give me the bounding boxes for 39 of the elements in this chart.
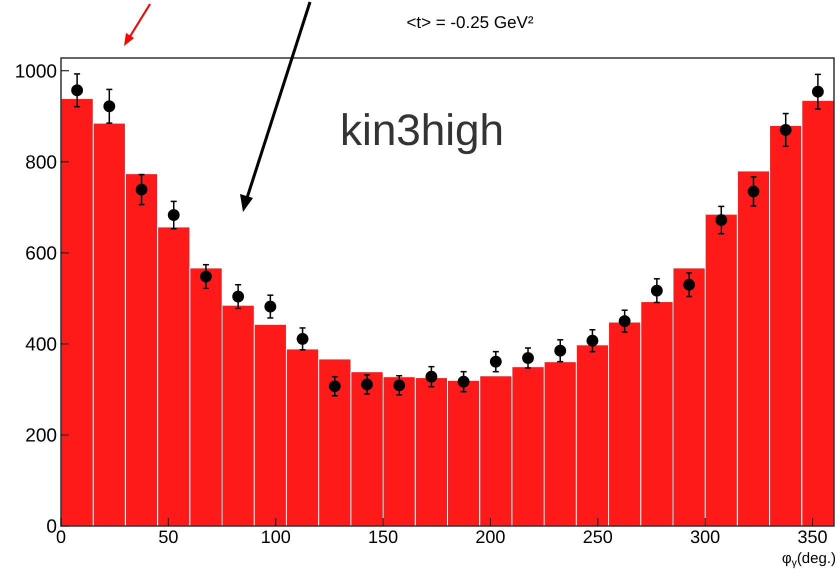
point: [328, 380, 341, 392]
point: [393, 379, 406, 392]
point: [715, 214, 728, 226]
y-tick-label: 1000: [14, 61, 57, 82]
point: [586, 334, 598, 347]
x-tick-label: 150: [368, 527, 398, 547]
point: [458, 376, 470, 388]
text: <t> = -0.25 GeV²: [406, 13, 534, 32]
point: [748, 185, 760, 198]
point: [361, 378, 373, 390]
point: [264, 300, 276, 312]
y-tick-label: 600: [25, 244, 57, 264]
point: [554, 344, 566, 357]
annotation: kin3high: [340, 106, 504, 155]
point: [232, 290, 244, 302]
x-tick-label: 350: [798, 527, 828, 547]
x-tick-label: 300: [690, 527, 720, 547]
point: [650, 284, 663, 297]
point: [780, 124, 792, 136]
point: [490, 356, 502, 368]
x-tick-label: 250: [582, 527, 613, 547]
x-tick-label: 200: [475, 527, 506, 547]
y-tick-label: 200: [25, 426, 57, 447]
point: [296, 332, 308, 345]
point: [71, 84, 84, 96]
point: [522, 352, 534, 364]
point: [812, 86, 824, 98]
x-tick-label: 100: [260, 527, 291, 547]
point: [136, 184, 148, 196]
point: [103, 100, 116, 112]
point: [683, 278, 695, 291]
y-tick-label: 400: [25, 334, 57, 356]
x-tick-label: 50: [158, 527, 178, 547]
point: [168, 209, 180, 221]
point: [200, 270, 212, 282]
point: [618, 315, 631, 328]
y-tick-label: 800: [25, 152, 57, 174]
x-axis-title: φ$_{γ}$(deg.): [782, 550, 836, 569]
point: [425, 370, 438, 383]
